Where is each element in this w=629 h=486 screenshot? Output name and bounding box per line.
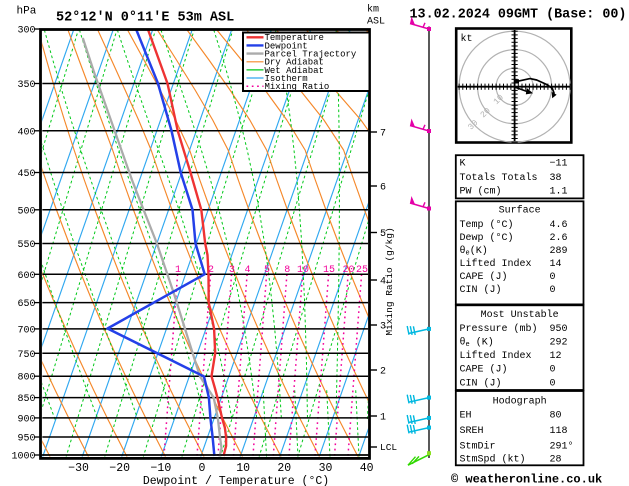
svg-text:52°12'N 0°11'E 53m ASL: 52°12'N 0°11'E 53m ASL [56, 11, 234, 26]
svg-text:5: 5 [264, 265, 270, 276]
svg-text:118: 118 [550, 426, 568, 437]
svg-text:350: 350 [17, 80, 35, 91]
svg-text:5: 5 [380, 229, 386, 240]
svg-text:CAPE (J): CAPE (J) [460, 271, 508, 283]
svg-text:Hodograph: Hodograph [493, 395, 547, 407]
svg-text:km: km [367, 4, 379, 16]
svg-text:25: 25 [356, 265, 368, 276]
svg-text:7: 7 [380, 129, 386, 140]
svg-text:28: 28 [550, 455, 562, 466]
svg-text:750: 750 [17, 350, 35, 361]
svg-text:Parcel Trajectory: Parcel Trajectory [265, 50, 357, 60]
svg-text:Pressure (mb): Pressure (mb) [460, 323, 538, 335]
svg-text:StmSpd (kt): StmSpd (kt) [460, 454, 526, 466]
svg-text:1000: 1000 [11, 452, 35, 463]
svg-text:500: 500 [17, 206, 35, 217]
svg-text:20: 20 [342, 265, 354, 276]
svg-text:Temp (°C): Temp (°C) [460, 219, 514, 231]
svg-text:CIN (J): CIN (J) [460, 378, 502, 390]
svg-text:© weatheronline.co.uk: © weatheronline.co.uk [451, 473, 602, 486]
svg-text:Dewpoint / Temperature (°C): Dewpoint / Temperature (°C) [143, 475, 329, 486]
svg-text:400: 400 [17, 127, 35, 138]
svg-text:300: 300 [17, 26, 35, 37]
svg-text:Dewp (°C): Dewp (°C) [460, 232, 514, 244]
svg-text:CAPE (J): CAPE (J) [460, 364, 508, 376]
svg-text:−30: −30 [68, 462, 89, 475]
svg-text:Lifted Index: Lifted Index [460, 350, 532, 362]
svg-text:4.6: 4.6 [550, 220, 568, 231]
svg-text:EH: EH [460, 410, 472, 421]
svg-text:40: 40 [360, 462, 374, 475]
svg-text:1: 1 [175, 265, 181, 276]
svg-text:950: 950 [17, 434, 35, 445]
svg-text:700: 700 [17, 325, 35, 336]
svg-text:Lifted Index: Lifted Index [460, 258, 532, 270]
svg-text:2.6: 2.6 [550, 233, 568, 244]
svg-text:650: 650 [17, 299, 35, 310]
svg-text:Dry Adiabat: Dry Adiabat [265, 58, 324, 68]
svg-text:Wet Adiabat: Wet Adiabat [265, 66, 324, 76]
svg-text:2: 2 [380, 367, 386, 378]
svg-text:4: 4 [244, 265, 250, 276]
svg-text:PW (cm): PW (cm) [460, 186, 502, 198]
svg-text:6: 6 [380, 183, 386, 194]
svg-text:LCL: LCL [380, 442, 397, 453]
svg-text:K: K [460, 158, 466, 169]
svg-text:Mixing Ratio (g/kg): Mixing Ratio (g/kg) [384, 227, 395, 335]
svg-text:950: 950 [550, 324, 568, 335]
svg-text:550: 550 [17, 240, 35, 251]
svg-text:20: 20 [277, 462, 291, 475]
svg-text:291°: 291° [550, 440, 574, 452]
svg-text:10: 10 [297, 265, 309, 276]
svg-text:800: 800 [17, 373, 35, 384]
svg-text:ASL: ASL [367, 17, 385, 28]
svg-text:15: 15 [323, 265, 335, 276]
svg-text:3: 3 [229, 265, 235, 276]
svg-text:Most Unstable: Most Unstable [481, 309, 559, 321]
svg-text:0: 0 [550, 285, 556, 296]
svg-text:SREH: SREH [460, 426, 484, 437]
svg-text:450: 450 [17, 169, 35, 180]
svg-text:13.02.2024 09GMT (Base: 00): 13.02.2024 09GMT (Base: 00) [410, 8, 627, 23]
svg-text:2: 2 [208, 265, 214, 276]
svg-text:CIN (J): CIN (J) [460, 284, 502, 296]
svg-text:Temperature: Temperature [265, 33, 324, 43]
svg-text:0: 0 [550, 379, 556, 390]
svg-text:0: 0 [550, 365, 556, 376]
svg-text:θe (K): θe (K) [460, 337, 494, 350]
svg-text:−10: −10 [151, 462, 172, 475]
svg-text:30: 30 [319, 462, 333, 475]
svg-text:3: 3 [380, 322, 386, 333]
svg-text:Mixing Ratio: Mixing Ratio [265, 82, 330, 92]
svg-text:−20: −20 [109, 462, 130, 475]
svg-text:θe(K): θe(K) [460, 245, 488, 257]
svg-text:1: 1 [380, 413, 386, 424]
svg-text:80: 80 [550, 410, 562, 421]
svg-text:−11: −11 [550, 158, 568, 169]
svg-text:Isotherm: Isotherm [265, 74, 308, 84]
svg-text:0: 0 [199, 462, 206, 475]
svg-text:10: 10 [236, 462, 250, 475]
svg-text:14: 14 [550, 259, 562, 270]
svg-text:Surface: Surface [499, 205, 541, 217]
svg-text:600: 600 [17, 271, 35, 282]
svg-text:0: 0 [550, 272, 556, 283]
svg-text:1.1: 1.1 [550, 187, 568, 198]
svg-text:8: 8 [284, 265, 290, 276]
svg-text:kt: kt [461, 33, 473, 45]
svg-text:4: 4 [380, 277, 386, 288]
svg-text:StmDir: StmDir [460, 440, 496, 452]
svg-text:Dewpoint: Dewpoint [265, 41, 308, 51]
svg-text:38: 38 [550, 173, 562, 184]
svg-text:hPa: hPa [17, 6, 37, 18]
svg-text:289: 289 [550, 246, 568, 257]
svg-text:900: 900 [17, 414, 35, 425]
svg-text:850: 850 [17, 394, 35, 405]
svg-text:12: 12 [550, 351, 562, 362]
svg-text:Totals Totals: Totals Totals [460, 172, 538, 184]
svg-text:292: 292 [550, 338, 568, 349]
